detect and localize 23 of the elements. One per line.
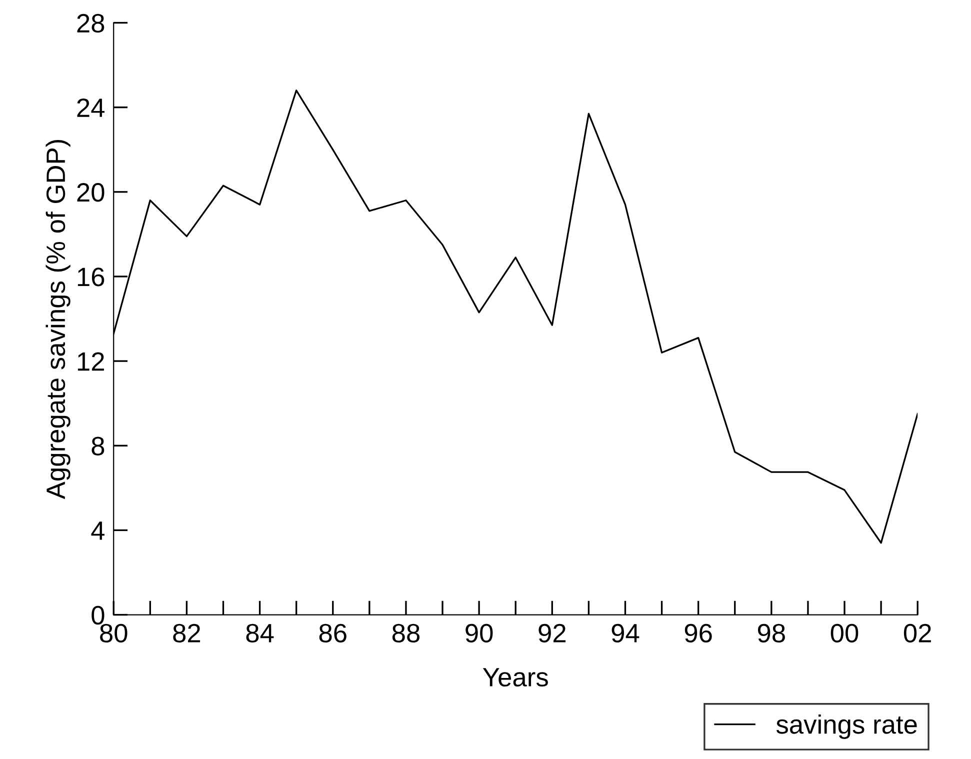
- x-tick-label: 96: [684, 624, 712, 643]
- legend-label: savings rate: [776, 714, 917, 740]
- x-tick-label: 94: [612, 624, 640, 643]
- x-tick-label: 86: [319, 624, 346, 643]
- x-tick-label: 92: [538, 624, 566, 643]
- x-tick-label: 88: [392, 624, 420, 643]
- y-tick-label: 0: [92, 606, 104, 625]
- y-tick-label: 16: [78, 268, 104, 286]
- y-axis-title: Aggregate savings (% of GDP): [46, 140, 70, 500]
- x-tick-label: 00: [830, 624, 858, 643]
- x-tick-label: 02: [904, 624, 931, 643]
- y-tick-label: 4: [91, 522, 105, 540]
- x-tick-label: 82: [173, 624, 200, 643]
- x-axis-title: Years: [482, 668, 548, 687]
- x-tick-label: 80: [100, 624, 128, 643]
- x-tick-label: 90: [466, 624, 493, 643]
- x-tick-label: 84: [246, 624, 274, 643]
- x-tick-label: 98: [758, 624, 785, 643]
- y-tick-label: 20: [77, 183, 104, 202]
- y-tick-label: 28: [77, 14, 104, 33]
- y-tick-label: 12: [78, 352, 104, 371]
- y-tick-label: 24: [77, 98, 105, 117]
- y-tick-label: 8: [92, 436, 104, 456]
